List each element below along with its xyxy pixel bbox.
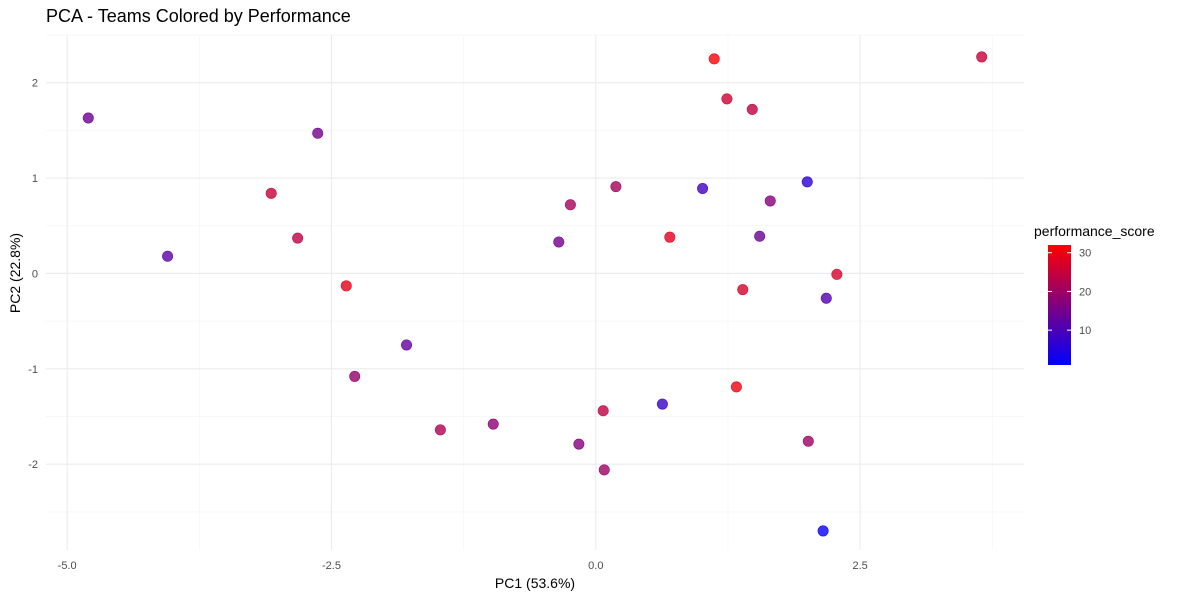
- data-point: [349, 370, 361, 382]
- data-point: [737, 284, 749, 296]
- data-point: [340, 280, 352, 292]
- data-point: [487, 418, 499, 430]
- plot-area: [46, 34, 1024, 550]
- data-point: [162, 250, 174, 262]
- y-axis-title: PC2 (22.8%): [7, 233, 23, 313]
- colorbar-ticks: 10 20 30: [1048, 248, 1091, 337]
- y-tick-label: 1: [32, 173, 38, 185]
- data-point: [754, 230, 766, 242]
- x-axis-title: PC1 (53.6%): [495, 575, 575, 591]
- y-tick-label: 2: [32, 78, 38, 90]
- data-point: [610, 181, 622, 193]
- data-point: [697, 183, 709, 195]
- data-point: [312, 127, 324, 139]
- colorbar-tick-label: 20: [1079, 286, 1091, 298]
- legend-title: performance_score: [1034, 223, 1155, 239]
- data-point: [656, 398, 668, 410]
- colorbar-tick-label: 10: [1079, 325, 1091, 337]
- data-point: [746, 103, 758, 115]
- data-point: [82, 112, 94, 124]
- y-tick-label: -2: [28, 459, 38, 471]
- data-point: [553, 236, 565, 248]
- x-axis-ticks: -5.0 -2.5 0.0 2.5: [58, 560, 868, 572]
- y-tick-label: 0: [32, 268, 38, 280]
- data-point: [764, 195, 776, 207]
- data-point: [573, 438, 585, 450]
- data-point: [434, 424, 446, 436]
- data-point: [721, 93, 733, 105]
- legend: performance_score 10 20 30: [1034, 223, 1155, 365]
- data-point: [820, 292, 832, 304]
- data-point: [292, 232, 304, 244]
- data-point: [265, 187, 277, 199]
- data-points: [82, 51, 988, 537]
- data-point: [564, 199, 576, 211]
- y-tick-label: -1: [28, 364, 38, 376]
- data-point: [976, 51, 988, 63]
- data-point: [802, 435, 814, 447]
- data-point: [801, 176, 813, 188]
- x-tick-label: -2.5: [322, 560, 341, 572]
- data-point: [597, 405, 609, 417]
- x-tick-label: 2.5: [852, 560, 867, 572]
- data-point: [664, 231, 676, 243]
- x-tick-label: -5.0: [58, 560, 77, 572]
- data-point: [401, 339, 413, 351]
- colorbar: [1048, 245, 1071, 365]
- colorbar-tick-label: 30: [1079, 248, 1091, 260]
- data-point: [730, 381, 742, 393]
- grid: [46, 34, 1024, 550]
- data-point: [831, 268, 843, 280]
- data-point: [598, 464, 610, 476]
- data-point: [708, 53, 720, 65]
- y-axis-ticks: -2 -1 0 1 2: [28, 78, 38, 471]
- data-point: [817, 525, 829, 537]
- chart-title: PCA - Teams Colored by Performance: [46, 6, 351, 26]
- x-tick-label: 0.0: [588, 560, 603, 572]
